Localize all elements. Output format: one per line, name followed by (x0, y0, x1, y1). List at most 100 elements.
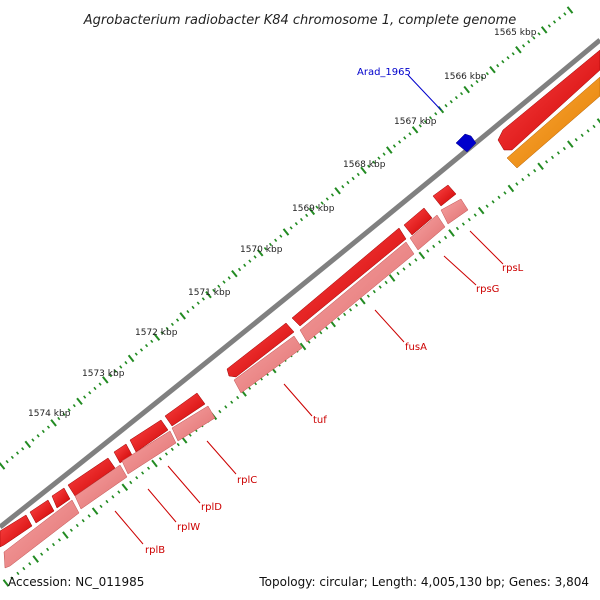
gene-rplD-forward[interactable] (129, 419, 169, 453)
tick-mark-minor (544, 160, 549, 164)
gene-rpsL-forward[interactable] (432, 184, 457, 207)
gene-rplB-light[interactable] (3, 499, 80, 569)
map-title: Agrobacterium radiobacter K84 chromosome… (83, 13, 516, 28)
tick-mark-major (596, 118, 600, 124)
tick-mark-major (205, 290, 212, 299)
tick-mark-minor (81, 519, 85, 523)
tick-mark-minor (562, 146, 566, 151)
gene-fusA-forward[interactable] (291, 227, 407, 327)
tick-mark-minor (46, 547, 50, 552)
gene-label-rplD[interactable]: rplD (201, 502, 222, 513)
leader-tuf (283, 383, 313, 417)
gene-rplC-forward[interactable] (164, 392, 206, 427)
gene-rpsG-forward[interactable] (403, 207, 433, 236)
tick-mark-minor (467, 217, 471, 222)
tick-mark-major (121, 483, 129, 492)
leader-rplW (147, 488, 177, 523)
tick-mark-major (32, 555, 39, 563)
chromosome-backbone (0, 38, 600, 529)
tick-mark-minor (146, 466, 151, 470)
tick-mark-minor (186, 310, 190, 314)
gene-label-rpsL[interactable]: rpsL (502, 263, 524, 274)
leader-rpsG (443, 255, 477, 286)
tick-mark-minor (503, 191, 507, 195)
gene-tuf-light[interactable] (233, 335, 303, 394)
tick-mark-minor (230, 400, 234, 404)
tick-mark-minor (556, 151, 560, 155)
tick-mark-minor (527, 40, 531, 44)
tick-mark-minor (10, 455, 14, 460)
tick-mark-minor (62, 412, 66, 416)
tick-mark-minor (348, 308, 353, 312)
tick-mark-minor (343, 312, 347, 317)
gene-rpsL-light[interactable] (440, 198, 469, 225)
tick-mark-major (0, 462, 6, 470)
tick-mark-major (102, 376, 109, 384)
gene-tuf-forward[interactable] (226, 322, 295, 378)
gene-rplC-light[interactable] (171, 405, 216, 442)
gene-label-tuf[interactable]: tuf (313, 415, 327, 426)
gene-rpsC-forward[interactable] (0, 514, 33, 548)
tick-mark-major (62, 531, 69, 539)
tick-mark-major (463, 85, 470, 94)
feature-arad-1965[interactable]: Arad_1965 (357, 67, 477, 153)
tick-mark-minor (279, 234, 283, 238)
tick-mark-major (151, 459, 158, 468)
tick-mark-minor (454, 96, 458, 100)
tick-mark-major (411, 126, 419, 134)
tick-mark-minor (537, 32, 541, 36)
gene-fusA-light[interactable] (299, 241, 415, 343)
tick-mark-minor (354, 303, 359, 307)
gene-label-rplW[interactable]: rplW (177, 522, 200, 533)
tick-mark-minor (426, 249, 430, 253)
tick-mark-minor (191, 305, 195, 310)
tick-mark-minor (403, 136, 407, 140)
gene-label-fusA[interactable]: fusA (405, 342, 427, 353)
tick-mark-minor (289, 226, 293, 230)
pink-strand-genes (3, 198, 469, 569)
tick-mark-major (507, 184, 515, 193)
feature-arad-1965-shape[interactable] (455, 133, 477, 153)
tick-mark-minor (67, 408, 71, 412)
tick-mark-minor (434, 112, 438, 116)
tick-mark-minor (396, 271, 400, 276)
gene-label-rplC[interactable]: rplC (237, 475, 257, 486)
gene-rplD-light[interactable] (121, 430, 177, 475)
tick-mark-minor (87, 514, 91, 518)
feature-arad-1965-label[interactable]: Arad_1965 (357, 67, 411, 78)
tick-mark-major (567, 140, 574, 148)
tick-mark-minor (170, 447, 174, 451)
gene-rplB-forward[interactable] (67, 457, 116, 497)
tick-mark-minor (428, 116, 433, 120)
feature-arad-1965-leader (407, 74, 442, 111)
tick-mark-minor (299, 217, 304, 222)
gene-rplV-forward[interactable] (29, 499, 55, 524)
gene-label-rplB[interactable]: rplB (145, 545, 165, 556)
tick-mark-minor (15, 451, 20, 455)
gene-labels: rpsL rpsG fusA tuf rplC rplD rplW rplB (145, 263, 524, 556)
gene-rplW-light[interactable] (74, 464, 128, 510)
tick-mark-minor (480, 75, 484, 80)
tick-mark-minor (319, 331, 323, 335)
gene-upper-right-forward[interactable] (497, 49, 600, 151)
tick-mark-major (334, 187, 341, 195)
tick-mark-minor (196, 301, 200, 305)
gene-upper-right-other[interactable] (506, 76, 600, 169)
tick-mark-minor (455, 226, 460, 231)
tick-mark-major (91, 507, 99, 515)
tick-mark-major (308, 207, 316, 216)
tick-mark-major (388, 274, 396, 282)
tick-mark-major (256, 249, 264, 257)
gene-label-rpsG[interactable]: rpsG (476, 284, 499, 295)
accession-label: Accession: NC_011985 (8, 575, 144, 589)
tick-mark-minor (378, 285, 382, 289)
tick-mark-minor (475, 79, 479, 84)
tick-mark-minor (592, 124, 596, 129)
tick-mark-major (76, 397, 83, 406)
gene-rpsG-light[interactable] (409, 214, 446, 251)
tick-mark-minor (497, 195, 501, 199)
tick-mark-minor (351, 176, 355, 181)
leader-rpsL (469, 230, 504, 265)
tick-mark-major (489, 65, 496, 74)
gene-rpsS-forward[interactable] (51, 487, 71, 509)
